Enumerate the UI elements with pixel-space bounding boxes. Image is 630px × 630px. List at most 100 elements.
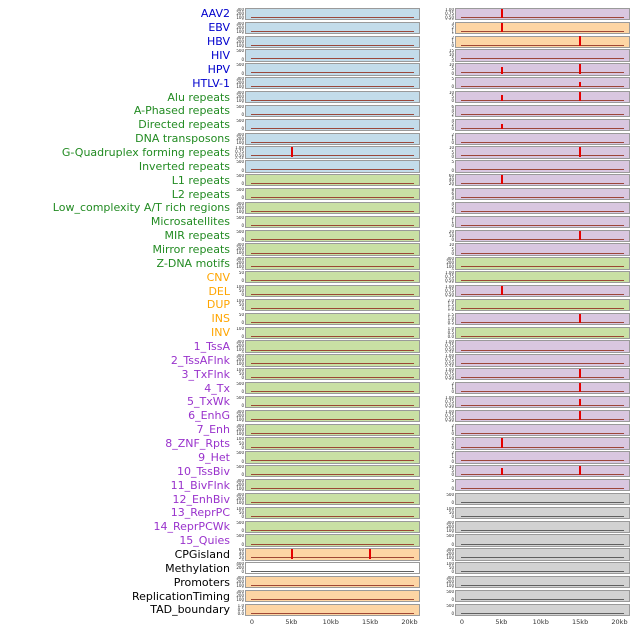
- left-yticks: 6040200: [233, 548, 245, 560]
- right-panel: [455, 340, 630, 353]
- track-row: A-Phased repeats 500 0 6420: [0, 104, 630, 118]
- y-tick-label: 50: [238, 312, 244, 317]
- y-tick-label: 8: [451, 187, 454, 192]
- y-tick-label: 1.5: [447, 312, 454, 317]
- y-tick-label: 200: [236, 204, 244, 210]
- y-tick-label: 0: [241, 527, 244, 533]
- y-tick-label: 6: [451, 104, 454, 109]
- left-panel: [245, 354, 420, 367]
- y-tick-label: 0: [451, 597, 454, 603]
- row-label: Inverted repeats: [138, 159, 230, 173]
- baseline-trace: [461, 488, 624, 490]
- right-panel: [455, 90, 630, 104]
- right-panel: [455, 506, 630, 520]
- y-tick-label: 0: [451, 444, 454, 450]
- row-label: 6_EnhG: [188, 409, 230, 423]
- y-tick-label: 200: [236, 93, 244, 99]
- y-tick-label: 0.75: [445, 357, 454, 363]
- baseline-trace: [251, 501, 414, 503]
- track-row: DNA transposons 3002001000 210: [0, 132, 630, 146]
- y-tick-label: 1: [451, 38, 454, 44]
- y-tick-label: 200: [236, 412, 244, 418]
- y-tick-label: 300: [236, 340, 244, 345]
- right-panel: [455, 548, 630, 561]
- left-yticks: 3002001000: [233, 590, 245, 602]
- row-label: Microsatellites: [150, 215, 230, 229]
- y-tick-label: 0: [241, 375, 244, 381]
- left-panel: [245, 409, 420, 422]
- y-tick-label: 1.00: [445, 271, 454, 276]
- baseline-trace: [251, 488, 414, 490]
- track-row: 15_Quies 500 0 500 0: [0, 534, 630, 548]
- y-tick-label: 300: [236, 423, 244, 428]
- left-yticks: 500 0: [233, 63, 245, 75]
- y-tick-label: 0.0: [447, 333, 454, 339]
- y-tick-label: 4: [451, 107, 454, 113]
- baseline-trace: [251, 307, 414, 309]
- track-row: EBV 3002001000 3210: [0, 21, 630, 35]
- left-panel: [245, 243, 420, 256]
- right-panel: [455, 423, 630, 436]
- row-label: EBV: [208, 21, 230, 35]
- right-panel: [455, 104, 630, 118]
- baseline-trace: [461, 612, 624, 614]
- right-panel: [455, 77, 630, 90]
- y-tick-label: 0.75: [445, 371, 454, 377]
- baseline-trace: [251, 543, 414, 545]
- baseline-trace: [461, 210, 624, 212]
- signal-spike: [290, 549, 293, 559]
- left-yticks: 3002001000: [233, 479, 245, 491]
- y-tick-label: 0.50: [445, 291, 454, 297]
- y-tick-label: 500: [236, 160, 244, 165]
- left-panel: [245, 132, 420, 145]
- left-yticks: 100 50 0: [233, 437, 245, 449]
- right-panel: [455, 368, 630, 381]
- y-tick-label: 4: [451, 437, 454, 442]
- row-label: 4_Tx: [204, 381, 230, 395]
- track-row: 2_TssAFlnk 3002001000 1.000.750.500.250.…: [0, 353, 630, 367]
- y-tick-label: 0: [451, 611, 454, 617]
- baseline-trace: [461, 321, 624, 323]
- baseline-trace: [461, 349, 624, 351]
- right-panel: [455, 451, 630, 464]
- left-yticks: 400 200 0: [233, 562, 245, 574]
- row-label: A-Phased repeats: [133, 104, 230, 118]
- signal-spike: [500, 438, 503, 448]
- left-yticks: 500 0: [233, 521, 245, 533]
- y-tick-label: 1.00: [445, 340, 454, 345]
- left-panel: [245, 451, 420, 464]
- y-tick-label: 0: [451, 500, 454, 506]
- right-yticks: 500 0: [443, 493, 455, 505]
- y-tick-label: 300: [236, 257, 244, 262]
- y-tick-label: 500: [236, 520, 244, 525]
- right-yticks: 3210: [443, 22, 455, 34]
- left-yticks: 500 0: [233, 382, 245, 394]
- right-yticks: 100 50 0: [443, 562, 455, 574]
- row-label: L1 repeats: [171, 173, 230, 187]
- y-tick-label: 200: [236, 343, 244, 349]
- x-tick-label: 15kb: [572, 618, 589, 626]
- right-panel: [455, 7, 630, 21]
- left-yticks: 3002001000: [233, 424, 245, 436]
- left-yticks: 3002001000: [233, 91, 245, 103]
- y-tick-label: 50: [238, 288, 244, 294]
- y-tick-label: 300: [236, 243, 244, 248]
- right-panel: [455, 132, 630, 145]
- y-tick-label: 500: [236, 174, 244, 179]
- y-tick-label: 100: [236, 506, 244, 511]
- x-tick-label: 20kb: [401, 618, 418, 626]
- left-panel: [245, 492, 420, 506]
- baseline-trace: [461, 391, 624, 393]
- y-tick-label: 1: [451, 218, 454, 224]
- left-yticks: 3002001000: [233, 22, 245, 34]
- baseline-trace: [251, 404, 414, 406]
- y-tick-label: 50: [448, 565, 454, 571]
- y-tick-label: 50: [238, 371, 244, 377]
